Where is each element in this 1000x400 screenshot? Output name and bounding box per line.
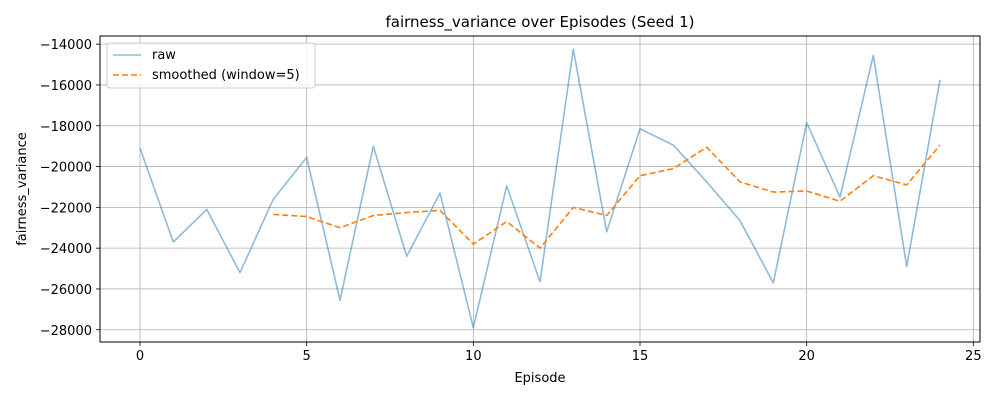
- chart-title: fairness_variance over Episodes (Seed 1): [386, 13, 695, 32]
- legend-box: [106, 42, 316, 89]
- y-tick-label: −18000: [40, 120, 92, 135]
- plot-frame: [99, 35, 981, 343]
- y-axis-title: fairness_variance: [15, 132, 30, 246]
- legend: raw smoothed (window=5): [106, 42, 316, 89]
- x-tick-label: 5: [303, 349, 311, 364]
- y-tick-label: −24000: [40, 242, 92, 257]
- y-tick-label: −22000: [40, 201, 92, 216]
- y-tick-label: −28000: [40, 324, 92, 339]
- raw-series-line: [139, 48, 941, 329]
- x-tick-label: 0: [136, 349, 144, 364]
- x-tick-label: 20: [798, 349, 815, 364]
- legend-label-raw: raw: [152, 48, 176, 63]
- x-axis-title: Episode: [514, 371, 565, 386]
- x-tick-label: 15: [632, 349, 649, 364]
- grid-lines: [100, 36, 980, 342]
- smoothed-series-line: [273, 144, 941, 249]
- x-tick-label: 25: [965, 349, 982, 364]
- legend-label-smoothed: smoothed (window=5): [152, 68, 300, 83]
- y-tick-label: −14000: [40, 38, 92, 53]
- y-tick-label: −26000: [40, 283, 92, 298]
- x-tick-label: 10: [465, 349, 482, 364]
- y-tick-label: −20000: [40, 161, 92, 176]
- series-layer: [139, 48, 941, 329]
- y-tick-label: −16000: [40, 79, 92, 94]
- axis-ticks: 0 5 10 15 20 25 −28000 −26000 −24000 −22000 −20000…: [40, 38, 982, 364]
